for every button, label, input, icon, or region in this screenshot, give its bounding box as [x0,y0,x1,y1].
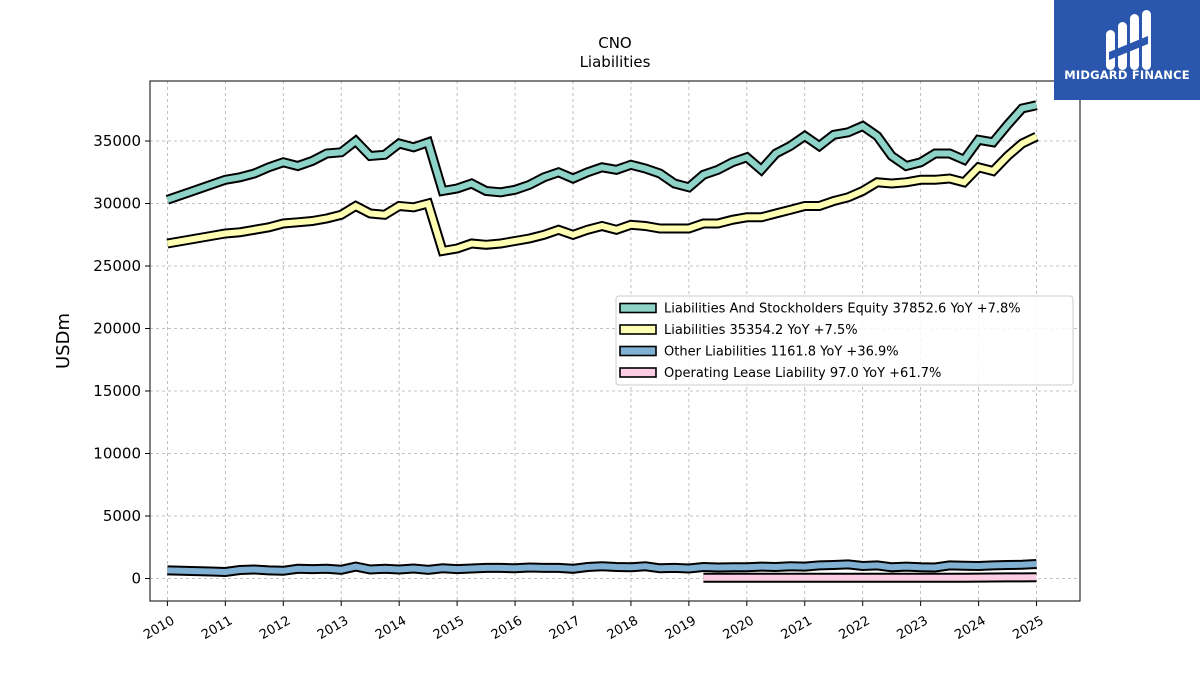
legend-label: Liabilities 35354.2 YoY +7.5% [664,323,858,338]
legend-label: Liabilities And Stockholders Equity 3785… [664,302,1021,317]
x-tick-label: 2012 [257,613,293,643]
series-3 [703,572,1037,583]
series-line [703,574,1037,581]
plot-frame [149,80,1081,602]
y-tick-label: 15000 [93,382,141,400]
legend-label: Operating Lease Liability 97.0 YoY +61.7… [664,366,941,381]
y-tick-label: 0 [131,570,141,588]
legend-item: Liabilities And Stockholders Equity 3785… [619,302,1021,317]
x-tick-label: 2015 [431,613,467,643]
x-tick-label: 2021 [779,613,815,643]
y-axis-label: USDm [53,313,74,369]
series-line [167,561,1037,576]
series-lines [165,100,1039,583]
legend-swatch [619,345,657,357]
legend-swatch [619,324,657,335]
x-tick-label: 2020 [721,613,757,643]
midgard-logo-icon [1106,10,1151,70]
legend-item: Liabilities 35354.2 YoY +7.5% [619,323,858,338]
chart-subtitle: Liabilities [580,53,651,71]
x-tick-label: 2022 [837,613,873,643]
legend-box [615,295,1074,386]
legend-swatch [619,367,657,378]
legend-item: Other Liabilities 1161.8 YoY +36.9% [619,345,899,360]
series-outline [166,132,1039,257]
legend-swatch [619,302,657,314]
y-tick-label: 35000 [93,132,141,150]
series-1 [166,132,1039,257]
x-tick-label: 2013 [315,613,351,643]
legend-item: Operating Lease Liability 97.0 YoY +61.7… [619,366,941,381]
brand-name: MIDGARD FINANCE [1064,68,1190,82]
x-tick-label: 2023 [894,613,930,643]
y-tick-label: 20000 [93,320,141,338]
series-0 [165,100,1038,205]
series-line [166,133,1038,255]
x-tick-label: 2016 [489,613,525,643]
x-axis-ticks: 2010 2011 2012 2013 2014 2015 2016 2017 2018 2019… [141,601,1047,643]
x-tick-label: 2019 [663,613,699,643]
legend-label: Other Liabilities 1161.8 YoY +36.9% [664,345,899,360]
y-tick-label: 10000 [93,445,141,463]
x-tick-label: 2025 [1010,613,1046,643]
x-tick-label: 2014 [373,613,409,643]
x-tick-label: 2024 [952,613,988,643]
series-2 [167,559,1037,578]
y-tick-label: 5000 [103,507,141,525]
x-tick-label: 2018 [605,613,641,643]
x-tick-label: 2010 [141,613,177,643]
y-tick-label: 30000 [93,195,141,213]
x-tick-label: 2011 [199,613,235,643]
chart-title: CNO [598,34,632,52]
legend: Liabilities And Stockholders Equity 3785… [615,295,1074,386]
brand-logo: MIDGARD FINANCE [1054,0,1200,100]
x-tick-label: 2017 [547,613,583,643]
y-tick-label: 25000 [93,257,141,275]
series-line [166,102,1038,203]
y-axis-ticks: 0 5000 10000 15000 20000 25000 30000 35000 [93,132,150,588]
